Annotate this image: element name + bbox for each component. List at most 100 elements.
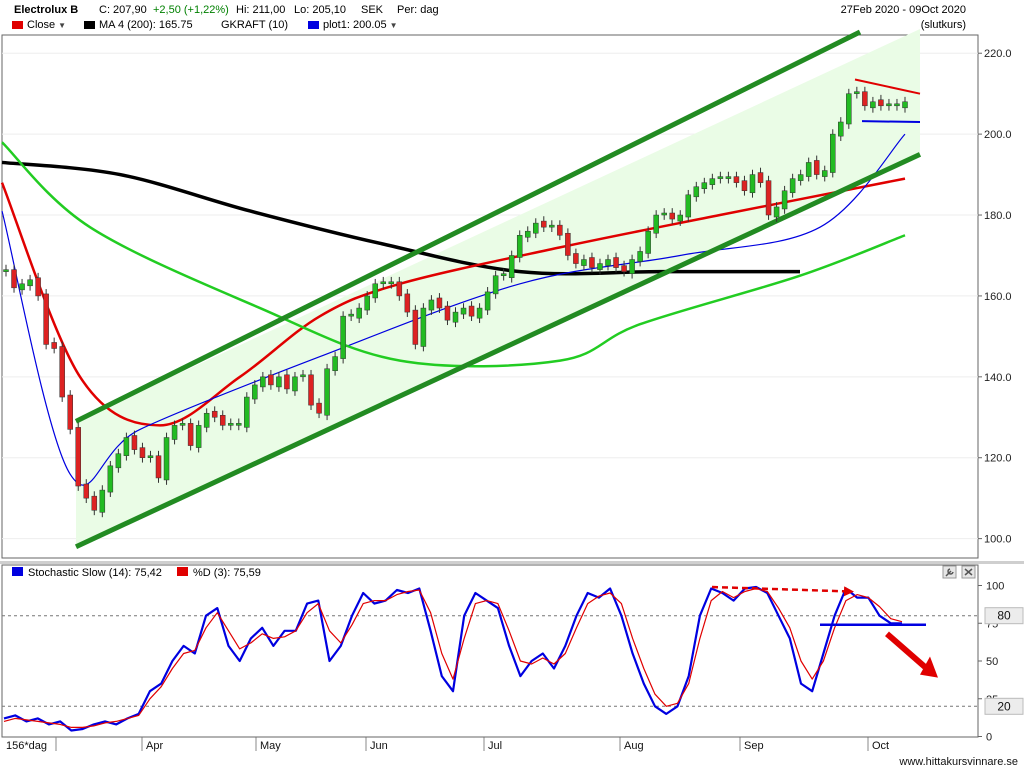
candle-up — [123, 437, 130, 456]
candle-up — [597, 263, 603, 270]
candle-up — [179, 423, 186, 426]
candle-down — [67, 394, 73, 430]
candle-up — [147, 455, 154, 458]
y-tick-label: 160.0 — [984, 291, 1012, 303]
candle-up — [484, 291, 491, 311]
candle-down — [187, 423, 194, 446]
candle-down — [155, 455, 162, 479]
candle-down — [878, 99, 884, 107]
series-line — [1, 133, 906, 486]
candle-down — [43, 293, 49, 345]
candle-up — [99, 489, 106, 513]
candle-up — [508, 255, 515, 278]
candle-down — [219, 415, 226, 426]
close-note: (slutkurs) — [920, 19, 966, 31]
panel-divider — [0, 561, 1024, 564]
candle-up — [476, 307, 483, 319]
sell-arrow-head — [920, 656, 938, 678]
close-value: C: 207,90 — [99, 4, 147, 16]
candle-down — [211, 410, 218, 418]
y-tick-label: 220.0 — [984, 48, 1012, 60]
candle-down — [589, 257, 595, 268]
level-badge — [984, 607, 1024, 625]
x-tick-label: Oct — [872, 740, 889, 752]
stoch-tick-label: 0 — [986, 732, 992, 744]
candle-up — [581, 259, 587, 266]
y-tick-label: 140.0 — [984, 372, 1012, 384]
candle-down — [621, 265, 627, 272]
candle-up — [348, 313, 354, 317]
candle-down — [308, 374, 314, 406]
stoch-legend-label: %D (3): 75,59 — [193, 567, 261, 579]
candle-down — [741, 180, 748, 192]
legend-close[interactable]: Close ▼ — [12, 17, 66, 34]
candle-down — [541, 220, 547, 228]
candle-up — [709, 178, 716, 185]
stoch-tick-label: 100 — [986, 581, 1004, 593]
symbol-label: Electrolux B — [14, 4, 79, 16]
candle-up — [3, 269, 9, 272]
date-range: 27Feb 2020 - 09Oct 2020 — [840, 4, 966, 16]
currency-label: SEK — [361, 4, 384, 16]
sell-arrow-shaft — [885, 631, 927, 670]
candle-down — [75, 427, 81, 487]
y-tick-label: 200.0 — [984, 129, 1012, 141]
candle-up — [340, 315, 346, 359]
candle-up — [838, 121, 844, 137]
legend-swatch — [308, 21, 319, 29]
legend-ma[interactable]: MA 4 (200): 165.75 — [84, 17, 193, 34]
wrench-icon-shape — [945, 568, 954, 577]
candle-up — [388, 281, 395, 285]
level-label: 20 — [997, 699, 1011, 713]
close-icon-shape — [964, 568, 973, 576]
candle-up — [292, 376, 298, 392]
candle-down — [573, 253, 579, 264]
candle-down — [613, 257, 619, 268]
axes: 220.0200.0180.0160.0140.0120.0100.010075… — [0, 48, 1024, 768]
candle-up — [276, 376, 282, 388]
level-label: 80 — [997, 609, 1011, 623]
candle-up — [332, 356, 338, 372]
stochastic-frame — [1, 564, 979, 738]
candle-up — [260, 376, 266, 388]
candle-up — [821, 170, 828, 177]
candle-down — [268, 374, 274, 386]
candle-up — [533, 222, 539, 234]
candle-up — [460, 307, 467, 315]
candle-up — [171, 425, 178, 440]
y-tick-label: 100.0 — [984, 534, 1012, 546]
trend-channel-upper — [74, 29, 862, 424]
x-tick-label: Jul — [488, 740, 502, 752]
candle-down — [131, 435, 138, 450]
candle-down — [11, 269, 17, 289]
stoch-legend-swatch — [177, 567, 188, 576]
stochastic-panel — [1, 564, 979, 738]
candle-up — [19, 283, 25, 291]
chevron-down-icon[interactable]: ▼ — [389, 21, 398, 30]
legend-plot1[interactable]: plot1: 200.05 ▼ — [308, 17, 398, 34]
chevron-down-icon[interactable]: ▼ — [58, 21, 67, 30]
candle-down — [669, 212, 675, 220]
candle-up — [886, 103, 892, 107]
series-line — [1, 160, 800, 276]
candle-up — [372, 283, 378, 299]
candle-up — [163, 437, 170, 481]
candle-down — [436, 297, 443, 309]
legend-gkraft[interactable]: GKRAFT (10) — [221, 19, 289, 31]
candle-up — [653, 214, 659, 234]
candle-up — [645, 230, 651, 254]
candle-up — [661, 212, 667, 216]
candle-up — [195, 425, 202, 448]
candle-up — [854, 91, 860, 94]
divergence-arrow — [711, 585, 854, 597]
candle-up — [380, 281, 387, 285]
candle-up — [725, 176, 732, 179]
candle-down — [139, 447, 146, 458]
candle-up — [203, 412, 210, 428]
candle-up — [428, 299, 435, 311]
candle-up — [252, 384, 258, 400]
candle-up — [677, 214, 683, 222]
stoch-legend-swatch — [12, 567, 23, 576]
candle-down — [316, 402, 322, 414]
